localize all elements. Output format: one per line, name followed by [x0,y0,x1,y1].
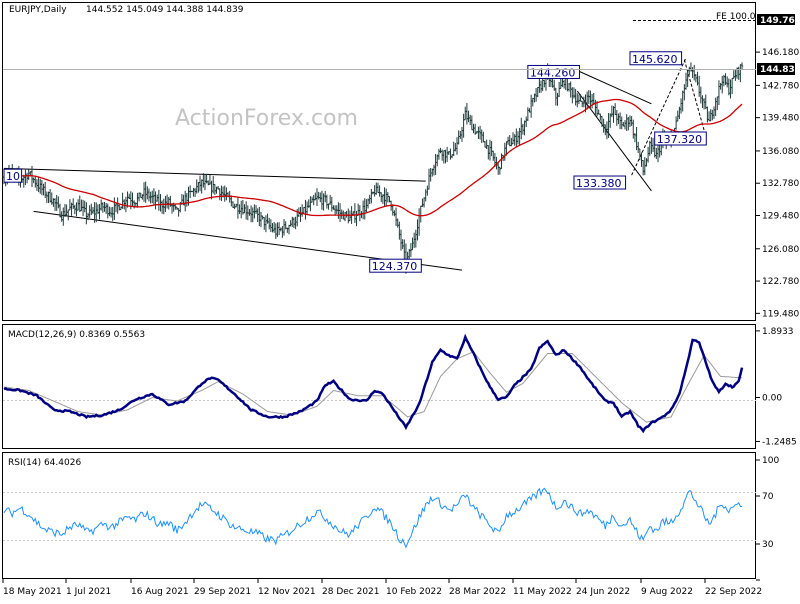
time-axis: 18 May 2021 1 Jul 2021 16 Aug 2021 29 Sep 2… [2,579,762,597]
price-axis: 146.180 142.780 139.480 136.080 132.780 129.4… [756,48,799,319]
fe-label: FE 100.0 [716,12,756,22]
svg-text:124.370: 124.370 [372,260,418,273]
chart-header: EURJPY,Daily 144.552 145.049 144.388 144… [9,5,244,15]
trendline [577,70,652,105]
watermark-text: ActionForex.com [175,106,358,131]
macd-signal-line [3,351,743,423]
time-tick-label: 16 Aug 2021 [131,587,189,597]
trendline [3,167,426,182]
level-label: 124.370 [369,258,422,273]
macd-main-line [3,333,744,434]
trendline [631,57,687,176]
price-panel-frame [2,2,756,321]
symbol-label: EURJPY,Daily [9,5,67,15]
macd-axis: 1.8933 0.00 -1.2485 [756,327,797,447]
macd-title: MACD(12,26,9) 0.8369 0.5563 [8,330,145,340]
rsi-line [3,487,743,549]
trendline [683,59,707,137]
trendline [576,90,652,192]
price-tick-label: 119.480 [762,309,799,319]
time-tick-label: 9 Aug 2022 [641,587,693,597]
fe-price-tag-text: 149.760 [760,16,800,26]
time-tick-label: 22 Sep 2022 [705,587,762,597]
price-tick-label: 132.780 [762,179,799,189]
price-tick-label: 129.480 [762,212,799,222]
time-tick-label: 24 Jun 2022 [576,587,630,597]
level-label: 137.320 [654,131,707,146]
svg-text:145.620: 145.620 [632,53,678,66]
rsi-panel-frame [2,452,756,579]
time-tick-label: 18 May 2021 [3,587,62,597]
macd-tick-label: -1.2485 [762,437,797,447]
macd-panel-frame [2,324,756,449]
level-labels: 10 124.370 144.260 133.380 145.620 137.320 [3,51,707,273]
rsi-title: RSI(14) 64.4026 [8,458,81,468]
time-tick-label: 29 Sep 2021 [194,587,251,597]
ohlc-values: 144.552 145.049 144.388 144.839 [86,5,244,15]
rsi-tick-label: 100 [762,456,779,466]
macd-tick-label: 1.8933 [762,327,794,337]
level-label: 144.260 [527,64,580,79]
level-label: 10 [3,168,23,183]
time-tick-label: 28 Dec 2021 [322,587,380,597]
price-tick-label: 122.780 [762,277,799,287]
rsi-axis: 100 70 30 [756,456,779,581]
moving-average-line [3,98,743,217]
time-tick-label: 28 Mar 2022 [449,587,506,597]
rsi-tick-label: 30 [762,540,774,550]
rsi-tick-label: 70 [762,492,774,502]
svg-text:133.380: 133.380 [576,177,622,190]
current-price-tag-text: 144.839 [760,65,800,75]
price-tick-label: 126.080 [762,245,799,255]
level-label: 145.620 [629,51,683,66]
price-tick-label: 146.180 [762,48,799,58]
fe-price-tag [757,14,795,25]
svg-text:144.260: 144.260 [530,66,576,79]
level-label: 133.380 [573,175,627,190]
time-tick-label: 12 Nov 2021 [258,587,316,597]
price-tick-label: 136.080 [762,147,799,157]
price-bar [740,62,744,71]
price-tick-label: 142.780 [762,81,799,91]
svg-text:10: 10 [6,170,20,183]
macd-tick-label: 0.00 [762,394,782,404]
current-price-tag [757,63,795,75]
svg-text:137.320: 137.320 [657,133,703,146]
time-tick-label: 11 May 2022 [513,587,572,597]
time-tick-label: 1 Jul 2021 [66,587,111,597]
price-tick-label: 139.480 [762,114,799,124]
time-tick-label: 10 Feb 2022 [386,587,442,597]
